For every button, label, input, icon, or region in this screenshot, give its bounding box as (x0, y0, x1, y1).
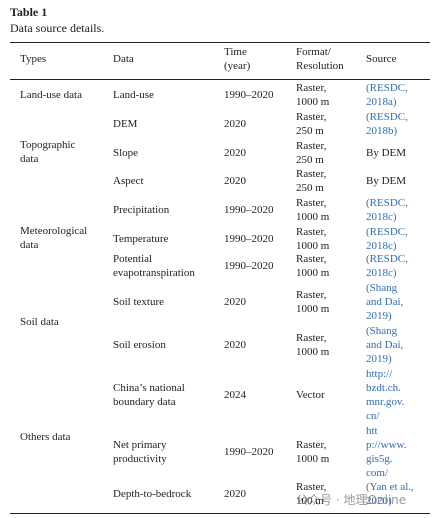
format-cell: Raster, (296, 82, 327, 94)
source-cell: (Yan et al., (366, 481, 414, 493)
time-cell: 2020 (224, 147, 246, 159)
time-cell: 2020 (224, 339, 246, 351)
table-caption: Data source details. (10, 21, 105, 35)
source-cell: 2018b) (366, 125, 398, 137)
header-time: (year) (224, 60, 251, 72)
data-cell: productivity (113, 453, 167, 465)
format-cell: 1000 m (296, 303, 330, 315)
time-cell: 1990–2020 (224, 204, 274, 216)
source-cell: htt (366, 425, 378, 437)
type-cell: data (20, 153, 39, 165)
format-cell: Raster, (296, 439, 327, 451)
format-cell: Raster, (296, 226, 327, 238)
source-cell: 2018c) (366, 211, 397, 223)
format-cell: Raster, (296, 481, 327, 493)
data-cell: Depth-to-bedrock (113, 488, 192, 500)
top-rule (10, 42, 430, 43)
data-cell: DEM (113, 118, 138, 130)
source-cell: 2018c) (366, 267, 397, 279)
source-cell: (Shang (366, 282, 398, 294)
format-cell: Raster, (296, 289, 327, 301)
time-cell: 1990–2020 (224, 89, 274, 101)
format-cell: Raster, (296, 253, 327, 265)
format-cell: Raster, (296, 332, 327, 344)
format-cell: 1000 m (296, 346, 330, 358)
source-cell: p://www. (366, 439, 407, 451)
format-cell: 1000 m (296, 267, 330, 279)
source-cell: and Dai, (366, 339, 404, 351)
data-cell: Land-use (113, 89, 154, 101)
format-cell: 1000 m (296, 453, 330, 465)
header-data: Data (113, 53, 134, 65)
format-cell: 1000 m (296, 96, 330, 108)
format-cell: 250 m (296, 182, 324, 194)
format-cell: Raster, (296, 140, 327, 152)
source-cell: 2018a) (366, 96, 397, 108)
time-cell: 1990–2020 (224, 260, 274, 272)
type-cell: Topographic (20, 139, 76, 151)
format-cell: 100 m (296, 495, 324, 507)
source-cell: (RESDC, (366, 82, 408, 94)
watermark: 公众号 · 地理Online (296, 493, 407, 507)
source-cell: (RESDC, (366, 197, 408, 209)
source-cell: gis5g. (366, 453, 393, 465)
format-cell: 250 m (296, 154, 324, 166)
source-cell: and Dai, (366, 296, 404, 308)
source-cell: (Shang (366, 325, 398, 337)
data-cell: China’s national (113, 382, 185, 394)
type-cell: Land-use data (20, 89, 82, 101)
source-cell: http:// (366, 368, 393, 380)
data-cell: Aspect (113, 175, 144, 187)
data-cell: evapotranspiration (113, 267, 195, 279)
format-cell: 250 m (296, 125, 324, 137)
data-cell: Precipitation (113, 204, 170, 216)
format-cell: Raster, (296, 111, 327, 123)
time-cell: 2020 (224, 175, 246, 187)
data-cell: Soil texture (113, 296, 165, 308)
time-cell: 1990–2020 (224, 233, 274, 245)
format-cell: Raster, (296, 197, 327, 209)
time-cell: 2020 (224, 118, 246, 130)
source-cell: By DEM (366, 175, 407, 187)
time-cell: 2020 (224, 296, 246, 308)
header-rule (10, 79, 430, 80)
bottom-rule (10, 513, 430, 514)
header-types: Types (20, 53, 47, 65)
source-cell: mnr.gov. (366, 396, 405, 408)
data-cell: Net primary (113, 439, 167, 451)
header-format: Resolution (296, 60, 344, 72)
type-cell: data (20, 239, 39, 251)
header-time: Time (224, 46, 247, 58)
data-cell: Temperature (113, 233, 169, 245)
time-cell: 2024 (224, 389, 246, 401)
format-cell: 1000 m (296, 240, 330, 252)
source-cell: (RESDC, (366, 253, 408, 265)
source-cell: 2019) (366, 310, 392, 322)
data-cell: Soil erosion (113, 339, 166, 351)
header-format: Format/ (296, 46, 331, 58)
type-cell: Meteorological (20, 225, 88, 237)
source-cell: 2018c) (366, 240, 397, 252)
time-cell: 1990–2020 (224, 446, 274, 458)
source-cell: (RESDC, (366, 226, 408, 238)
data-cell: Potential (113, 253, 153, 265)
source-cell: By DEM (366, 147, 407, 159)
data-cell: Slope (113, 147, 139, 159)
table-title: Table 1 (10, 5, 48, 19)
header-source: Source (366, 53, 397, 65)
source-cell: cn/ (366, 410, 380, 422)
format-cell: Raster, (296, 168, 327, 180)
source-cell: bzdt.ch. (366, 382, 401, 394)
source-cell: (RESDC, (366, 111, 408, 123)
format-cell: 1000 m (296, 211, 330, 223)
source-cell: 2019) (366, 353, 392, 365)
type-cell: Others data (20, 431, 71, 443)
format-cell: Vector (296, 389, 325, 401)
time-cell: 2020 (224, 488, 246, 500)
data-cell: boundary data (113, 396, 176, 408)
source-cell: 2020) (366, 495, 392, 507)
source-cell: com/ (366, 467, 388, 479)
type-cell: Soil data (20, 316, 59, 328)
